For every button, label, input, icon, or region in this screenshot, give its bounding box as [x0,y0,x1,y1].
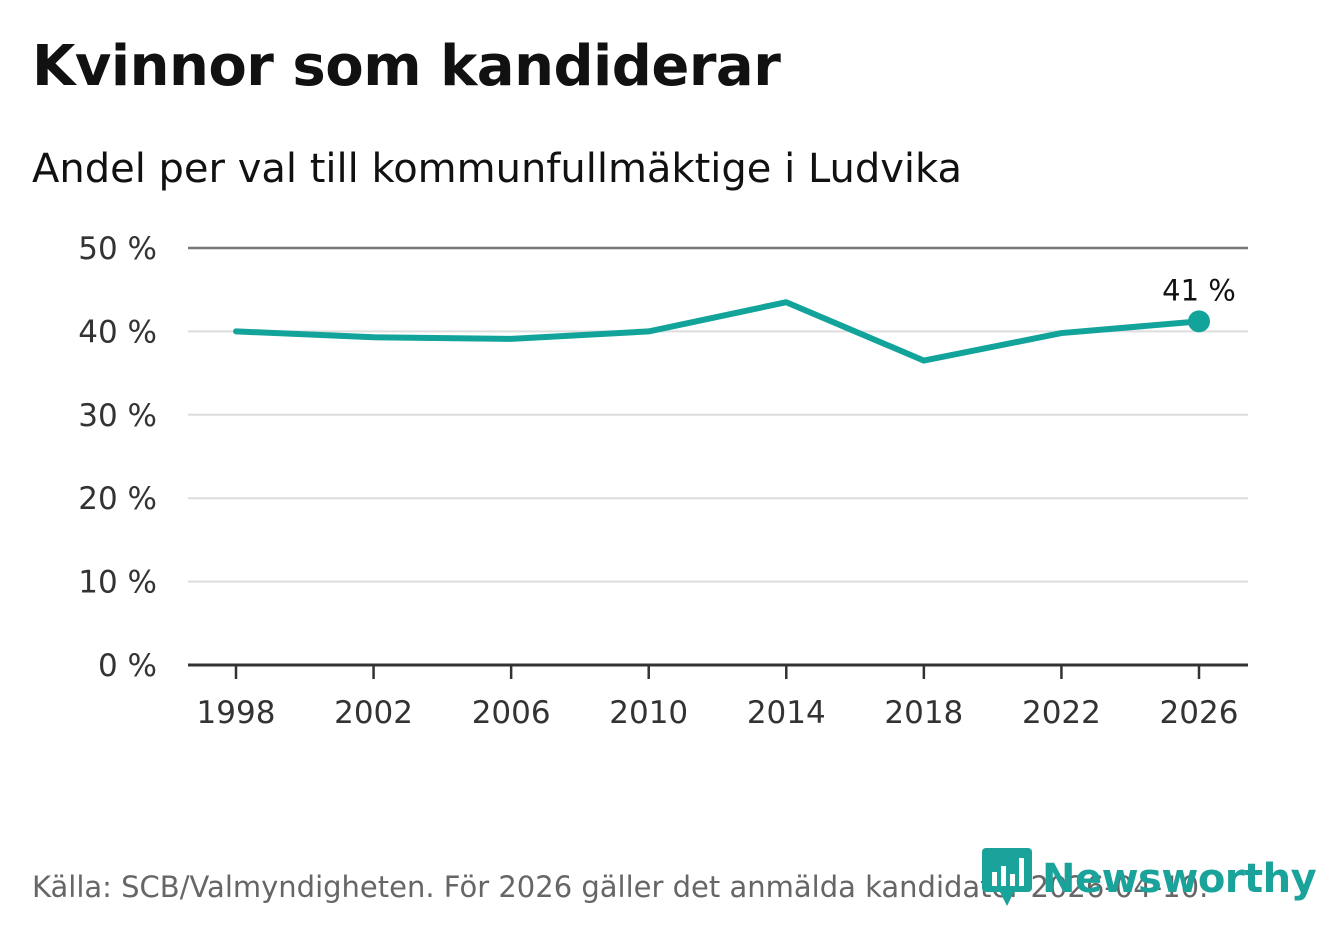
newsworthy-logo: Newsworthy [982,848,1317,910]
series: 41 % [233,273,1236,364]
end-value-label: 41 % [1162,273,1236,307]
gridlines [188,246,1248,583]
x-axis: 1998 2002 2006 2010 2014 2018 2022 2026 [188,663,1248,731]
chart-subtitle: Andel per val till kommunfullmäktige i L… [32,146,963,192]
y-tick-label: 10 % [78,565,157,601]
x-tick-label: 2022 [1022,695,1101,731]
x-tick-label: 2026 [1160,695,1239,731]
series-line [233,299,1202,364]
x-tick-label: 2002 [334,695,413,731]
y-tick-label: 50 % [78,231,157,267]
brand-name: Newsworthy [1042,856,1317,902]
x-tick-label: 2006 [472,695,551,731]
end-point-marker [1188,310,1210,333]
y-tick-label: 20 % [78,481,157,517]
x-tick-label: 2010 [609,695,688,731]
x-tick-label: 1998 [197,695,276,731]
y-tick-label: 30 % [78,398,157,434]
x-tick-label: 2018 [884,695,963,731]
bar-chart-logo-icon [982,848,1032,906]
y-axis: 0 % 10 % 20 % 30 % 40 % 50 % [78,231,157,684]
line-chart: 0 % 10 % 20 % 30 % 40 % 50 % 1998 2002 2006 2010… [78,231,1248,731]
x-tick-label: 2014 [747,695,826,731]
y-tick-label: 40 % [78,314,157,350]
chart-title: Kvinnor som kandiderar [32,34,781,99]
y-tick-label: 0 % [98,648,157,684]
